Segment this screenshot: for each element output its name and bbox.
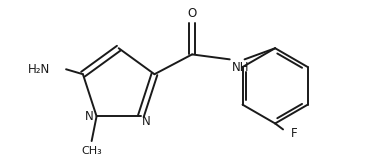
Text: O: O [188, 7, 197, 20]
Text: N: N [141, 115, 150, 128]
Text: N: N [85, 110, 94, 123]
Text: NH: NH [232, 61, 249, 74]
Text: CH₃: CH₃ [81, 146, 102, 156]
Text: H₂N: H₂N [28, 63, 50, 76]
Text: F: F [291, 127, 297, 140]
